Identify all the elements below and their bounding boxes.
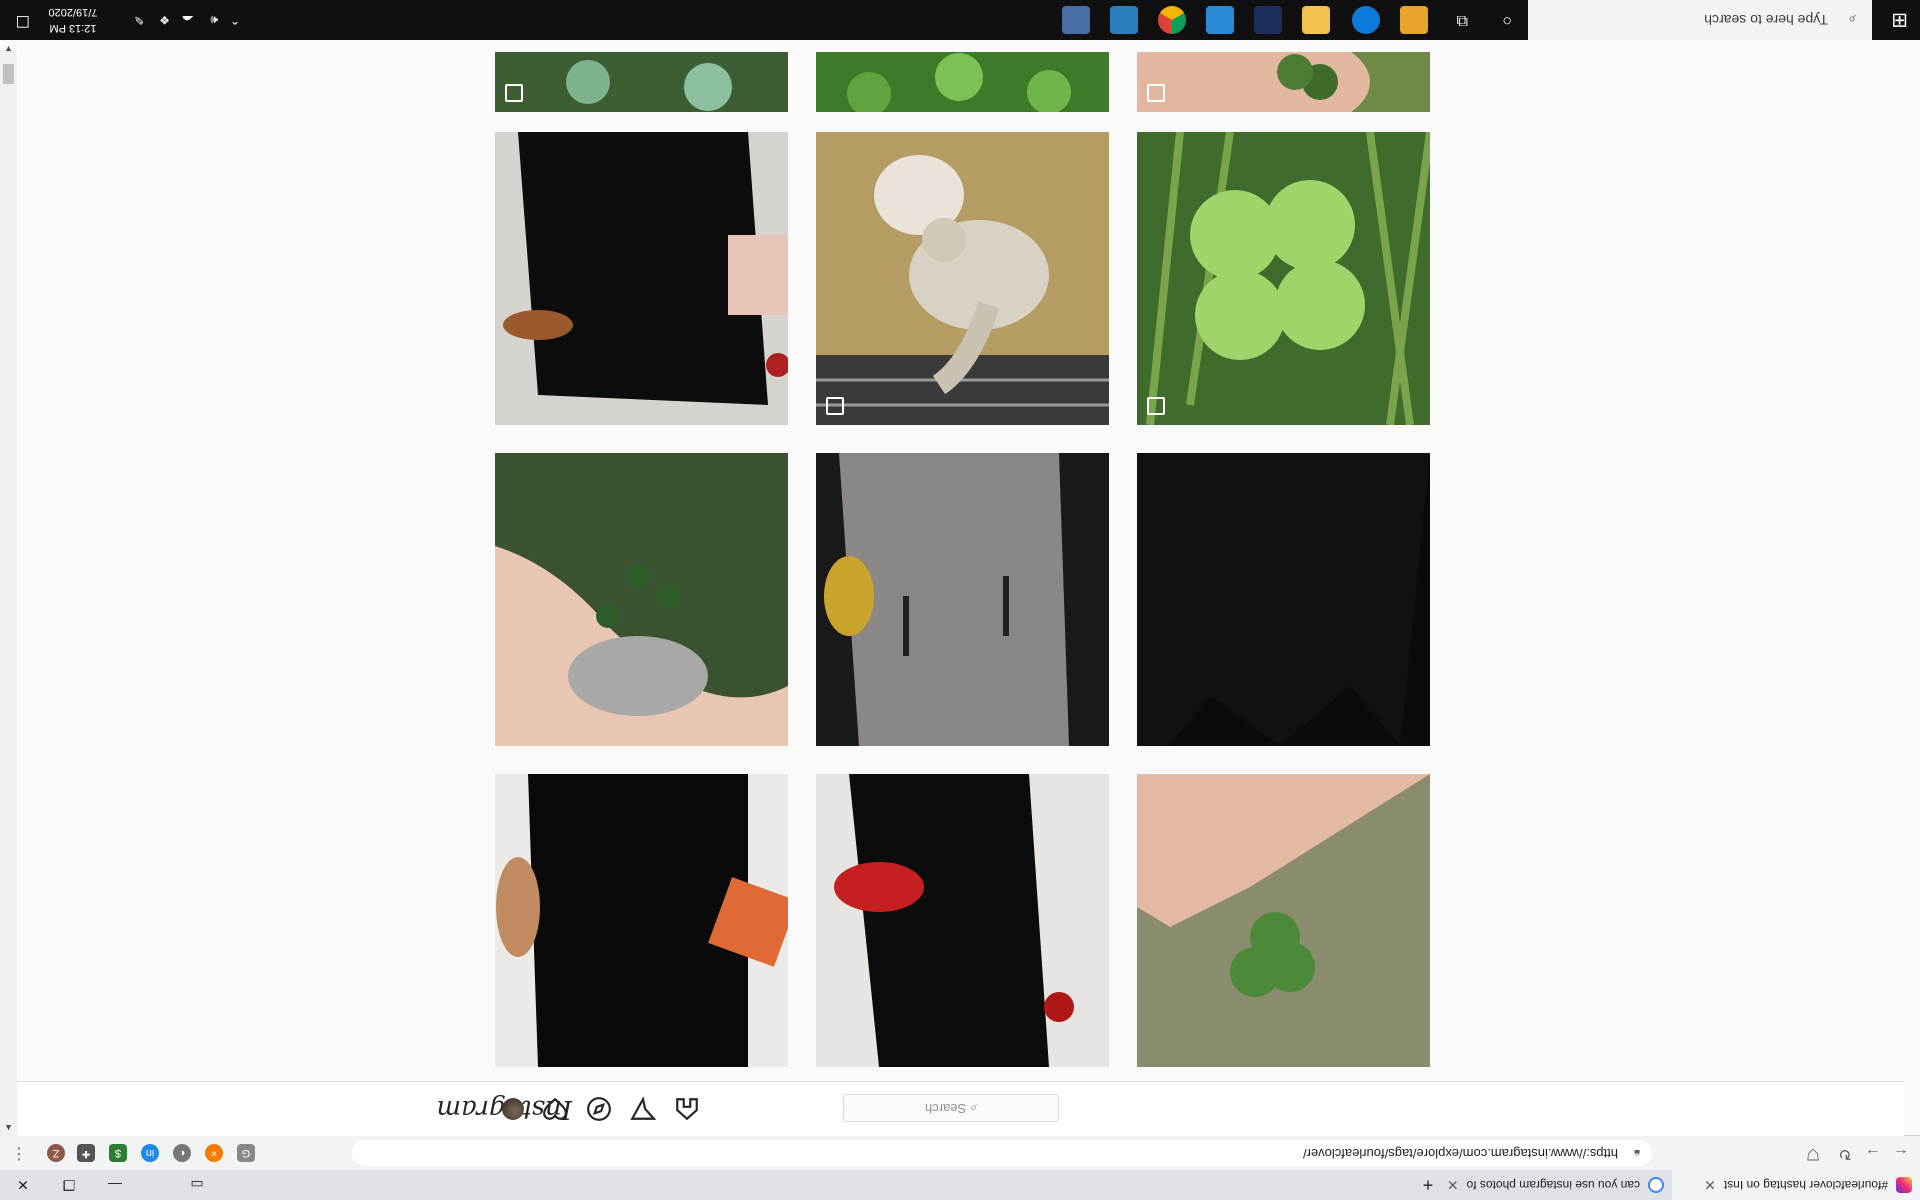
explore-icon[interactable]	[586, 1096, 612, 1122]
windows-taskbar: ⊞ ⌕ Type here to search ○ ⧉ ⌃ 🔊︎ ☁︎ ❖ ✎ …	[0, 0, 1920, 40]
scroll-up-arrow-icon[interactable]: ▲	[4, 1123, 13, 1133]
address-bar[interactable]: 🔒︎ https://www.instagram.com/explore/tag…	[352, 1140, 1652, 1166]
network-icon[interactable]: ☁︎	[182, 13, 194, 27]
search-input[interactable]: ⌕ Search	[843, 1094, 1059, 1122]
post-tile[interactable]	[1137, 52, 1430, 112]
onedrive-icon[interactable]	[1206, 6, 1234, 34]
reload-button[interactable]: ↻	[1838, 1145, 1852, 1162]
search-icon: ⌕	[966, 1101, 978, 1116]
dropbox-icon[interactable]: ❖	[159, 13, 170, 27]
multiple-photos-icon	[505, 84, 523, 102]
post-tile[interactable]	[495, 774, 788, 1067]
post-tile[interactable]	[816, 774, 1109, 1067]
google-favicon-icon	[1648, 1177, 1664, 1193]
shield-icon[interactable]: ⛉	[1807, 1145, 1820, 1162]
taskbar-search-box[interactable]: ⌕ Type here to search	[1528, 0, 1872, 40]
post-tile[interactable]	[495, 52, 788, 112]
direct-icon[interactable]	[630, 1096, 656, 1122]
restore-button[interactable]: ❐	[62, 1177, 76, 1193]
multiple-photos-icon	[1147, 84, 1165, 102]
post-tile[interactable]	[1137, 132, 1430, 425]
black-dress-dark-photo	[1137, 453, 1430, 746]
taskbar-search-placeholder: Type here to search	[1704, 12, 1828, 28]
clover-patch-photo	[495, 52, 788, 112]
black-dress-red-heels-photo	[816, 774, 1109, 1067]
four-leaf-clover-grass-photo	[1137, 132, 1430, 425]
extension-blue-icon[interactable]: in	[141, 1144, 159, 1162]
task-view-icon[interactable]: ⧉	[1456, 12, 1468, 29]
post-tile[interactable]	[1137, 453, 1430, 746]
clover-bed-photo	[816, 52, 1109, 112]
close-tab-icon[interactable]: ✕	[1704, 1177, 1716, 1194]
close-window-button[interactable]: ✕	[17, 1177, 29, 1193]
close-tab-icon[interactable]: ✕	[1446, 1177, 1459, 1194]
instagram-favicon-icon	[1896, 1177, 1912, 1193]
extensions-puzzle-icon[interactable]: ✚	[77, 1144, 95, 1162]
edge-icon[interactable]	[1352, 6, 1380, 34]
profile-avatar[interactable]	[502, 1098, 524, 1120]
minimize-button[interactable]: —	[108, 1177, 122, 1193]
clock-date: 7/19/2020	[48, 6, 98, 18]
post-tile[interactable]	[1137, 774, 1430, 1067]
tweed-dress-yellow-boots-photo	[816, 453, 1109, 746]
instagram-header: Instagram ⌕ Search	[0, 1081, 1904, 1136]
extension-circle-icon[interactable]: ◐	[173, 1144, 191, 1162]
chrome-icon[interactable]	[1158, 6, 1186, 34]
pen-icon[interactable]: ✎	[133, 13, 144, 27]
clock-time: 12:13 PM	[49, 22, 97, 34]
search-placeholder: Search	[924, 1101, 967, 1116]
scroll-down-arrow-icon[interactable]: ▼	[4, 44, 13, 54]
show-hidden-icons-icon[interactable]: ⌃	[229, 13, 240, 27]
new-tab-button[interactable]: +	[1422, 1175, 1434, 1195]
address-url: https://www.instagram.com/explore/tags/f…	[1302, 1146, 1618, 1161]
profile-avatar[interactable]: Z	[47, 1144, 65, 1162]
calculator-icon[interactable]	[1062, 6, 1090, 34]
scrollbar-thumb[interactable]	[3, 64, 14, 84]
post-tile[interactable]	[816, 453, 1109, 746]
photoshop-icon[interactable]	[1254, 6, 1282, 34]
hand-holding-four-leaf-clover-photo	[1137, 774, 1430, 1067]
forward-button[interactable]: →	[1865, 1145, 1881, 1162]
black-dress-brown-heels-photo	[495, 132, 788, 425]
browser-tab-strip: #fourleafclover hashtag on Inst ✕ can yo…	[0, 1170, 1920, 1200]
file-explorer-icon[interactable]	[1302, 6, 1330, 34]
hand-holding-clovers-photo	[495, 453, 788, 746]
tab-title: can you use instagram photos fo	[1466, 1178, 1640, 1192]
post-tile[interactable]	[495, 132, 788, 425]
multiple-photos-icon	[826, 397, 844, 415]
home-icon[interactable]	[674, 1096, 700, 1122]
clover-hand-photo	[1137, 52, 1430, 112]
extension-x-icon[interactable]: ×	[205, 1144, 223, 1162]
window-layout-icon[interactable]: ▭	[190, 1177, 204, 1193]
page-scrollbar[interactable]	[0, 50, 17, 1136]
tab-google-search[interactable]: can you use instagram photos fo ✕	[1440, 1170, 1672, 1200]
volume-icon[interactable]: 🔊︎	[210, 13, 218, 27]
post-tile[interactable]	[816, 132, 1109, 425]
menu-kebab-icon[interactable]: ⋮	[11, 1145, 27, 1162]
back-button[interactable]: ←	[1893, 1145, 1909, 1162]
windows-start-icon[interactable]: ⊞	[1891, 9, 1908, 31]
notifications-icon[interactable]: ☐	[15, 12, 30, 29]
post-tile[interactable]	[495, 453, 788, 746]
black-dress-orange-clutch-photo	[495, 774, 788, 1067]
search-icon: ⌕	[1848, 12, 1856, 28]
tab-instagram-hashtag[interactable]: #fourleafclover hashtag on Inst ✕	[1672, 1170, 1920, 1200]
extension-dollar-icon[interactable]: $	[109, 1144, 127, 1162]
post-tile[interactable]	[816, 52, 1109, 112]
microsoft-store-icon[interactable]	[1400, 6, 1428, 34]
cortana-icon[interactable]: ○	[1502, 12, 1512, 29]
activity-heart-icon[interactable]	[542, 1096, 568, 1122]
settings-app-icon[interactable]	[1110, 6, 1138, 34]
extension-g-icon[interactable]: G	[237, 1144, 255, 1162]
gosling-in-hay-photo	[816, 132, 1109, 425]
lock-icon: 🔒︎	[1634, 1147, 1640, 1159]
tab-title: #fourleafclover hashtag on Inst	[1723, 1178, 1888, 1192]
browser-toolbar: ← → ↻ ⛉ 🔒︎ https://www.instagram.com/exp…	[0, 1135, 1920, 1170]
multiple-photos-icon	[1147, 397, 1165, 415]
taskbar-clock[interactable]: 12:13 PM 7/19/2020	[38, 4, 108, 36]
